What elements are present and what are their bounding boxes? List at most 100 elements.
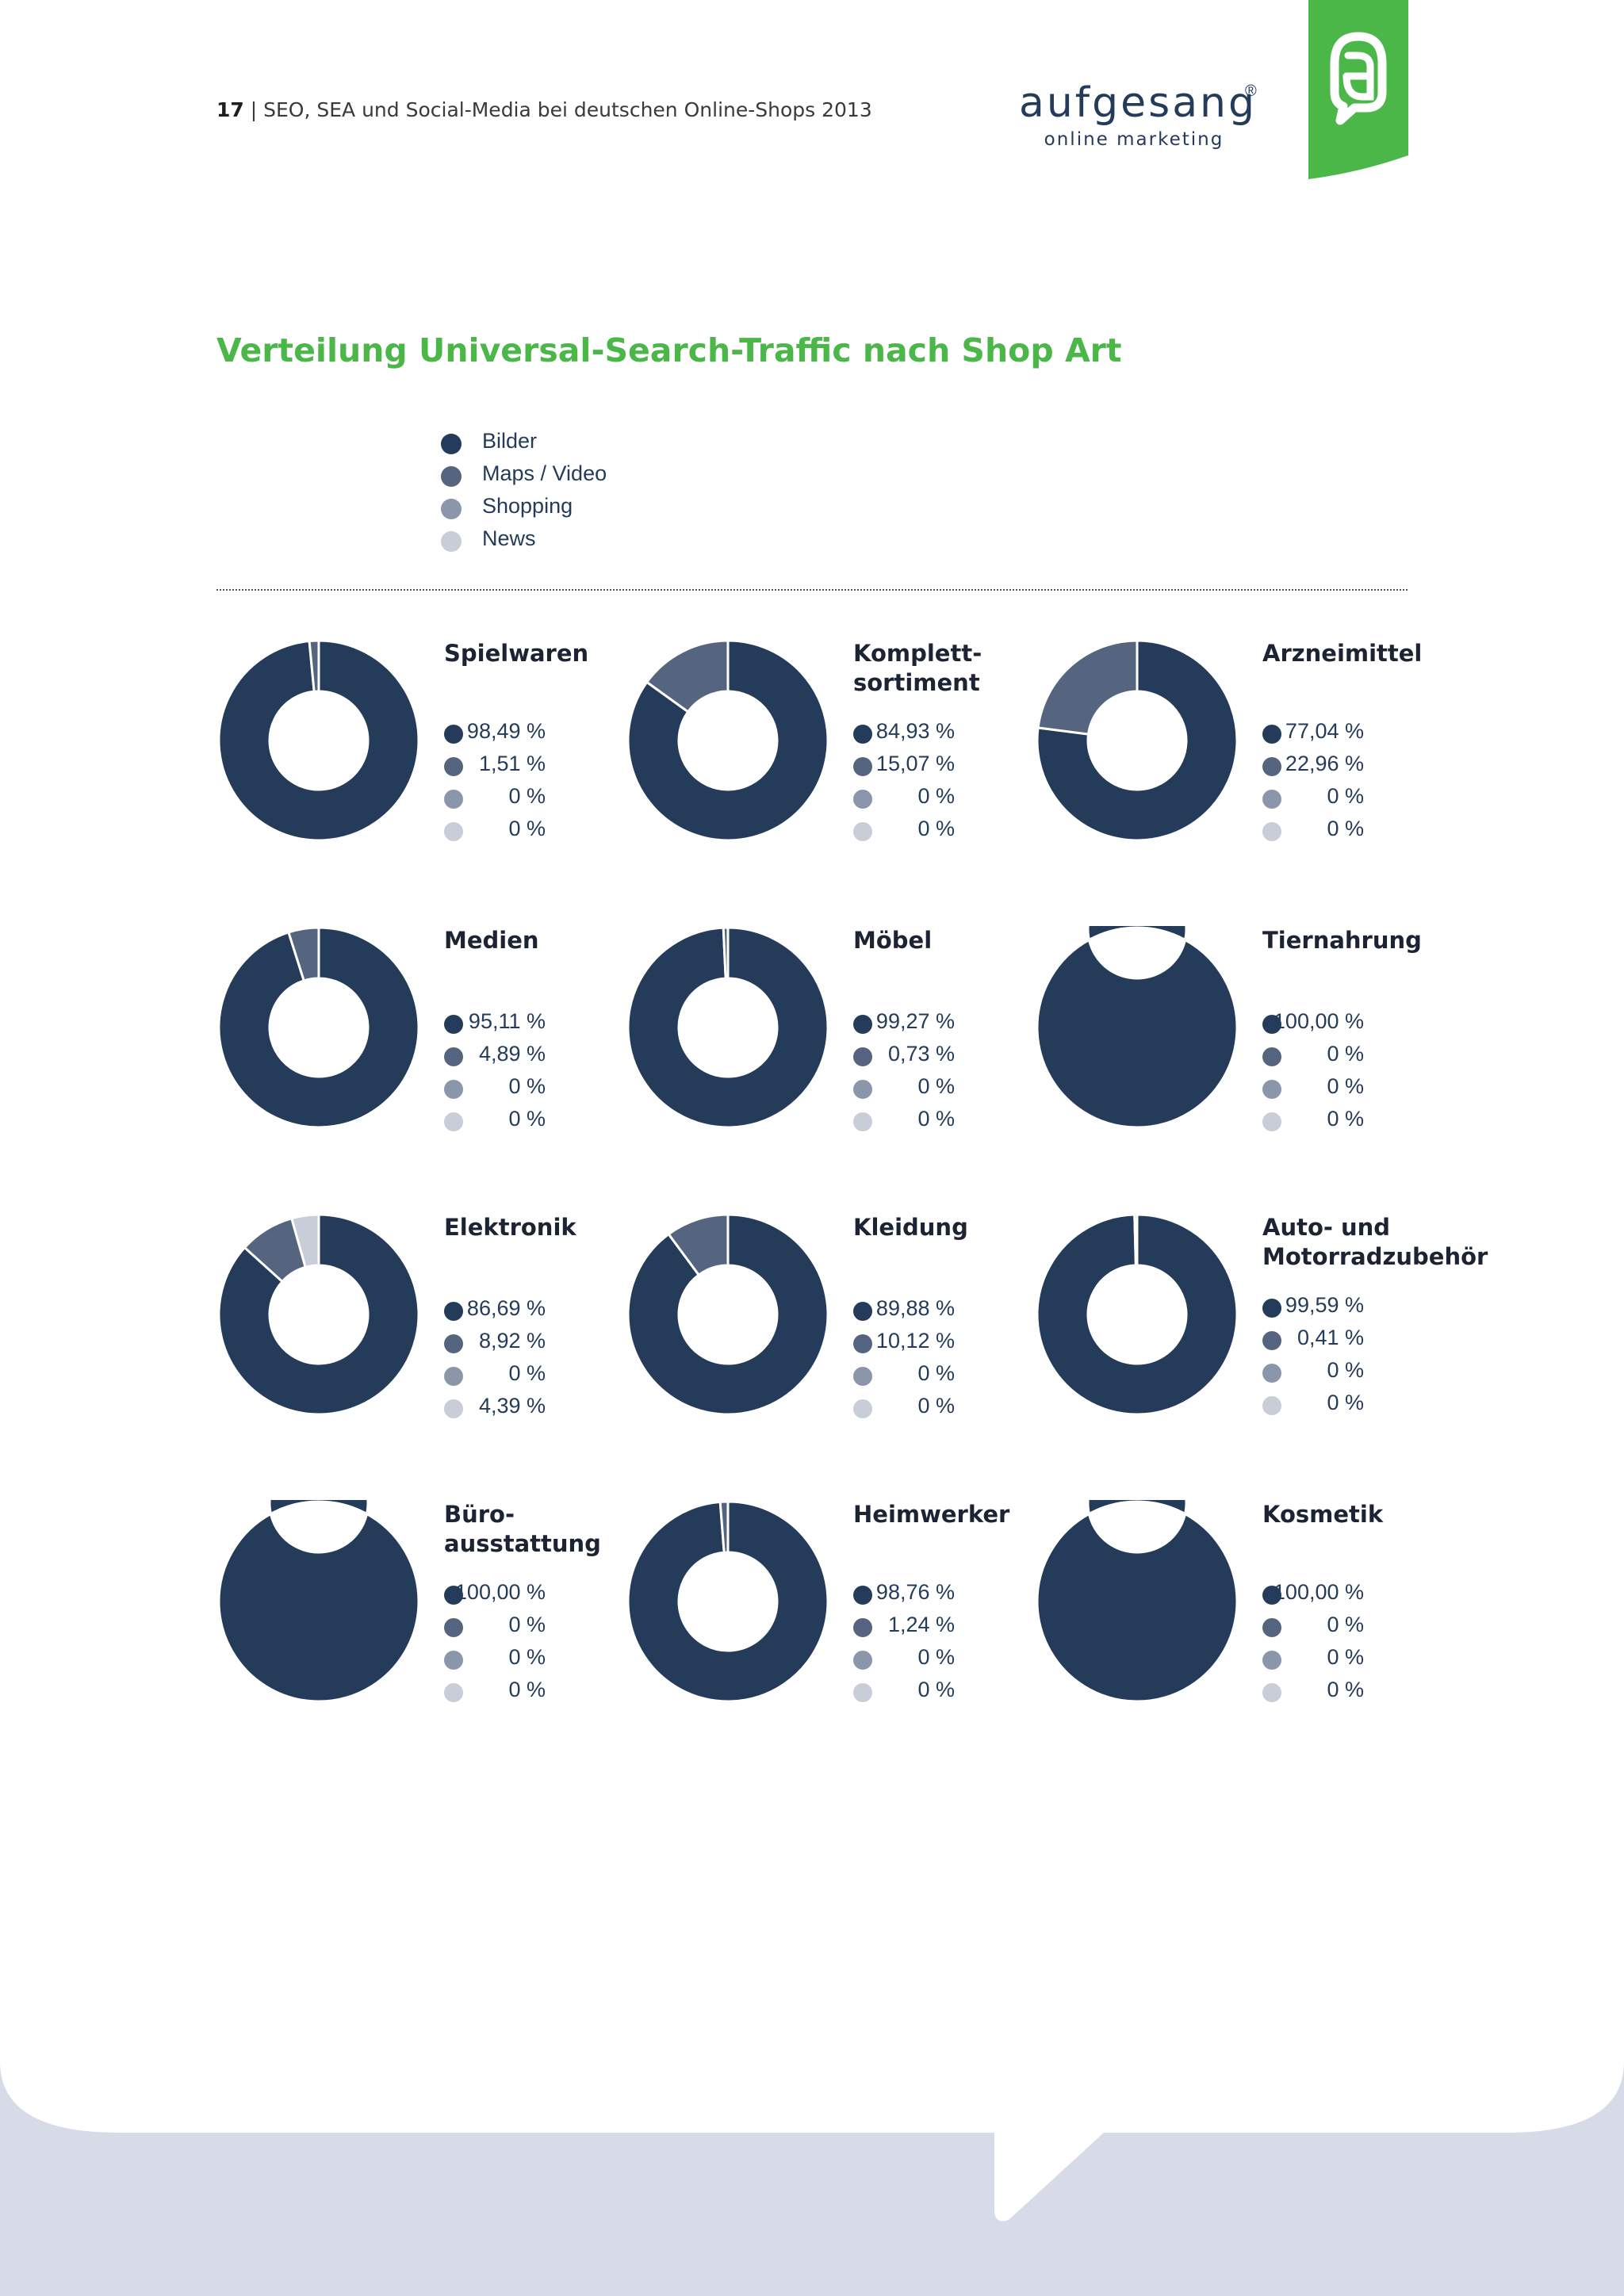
value-label: 0 % [508, 1107, 546, 1131]
value-swatch [444, 1399, 463, 1418]
panel-title: Heimwerker [853, 1501, 1010, 1528]
value-swatch [444, 790, 463, 809]
value-label: 0 % [1327, 1074, 1364, 1098]
value-swatch [1262, 1112, 1281, 1131]
value-row: 0 % [444, 1359, 603, 1391]
value-label: 86,69 % [466, 1296, 546, 1320]
value-row: 0 % [1262, 1643, 1421, 1675]
donut-chart [217, 926, 420, 1129]
document-title: SEO, SEA und Social-Media bei deutschen … [263, 98, 872, 121]
value-label: 84,93 % [875, 719, 955, 743]
value-swatch [853, 1112, 872, 1131]
value-swatch [444, 1651, 463, 1670]
donut-slice [217, 639, 420, 842]
panel-title: Tiernahrung [1262, 927, 1422, 954]
value-label: 4,89 % [478, 1042, 546, 1066]
value-label: 10,12 % [875, 1329, 955, 1353]
value-swatch [1262, 1651, 1281, 1670]
donut-chart [1036, 1500, 1239, 1703]
value-label: 0 % [508, 1678, 546, 1701]
value-row: 0 % [444, 1643, 603, 1675]
value-label: 0 % [508, 1074, 546, 1098]
panel-value-list: 100,00 % 0 % 0 % 0 % [1262, 1578, 1421, 1708]
value-label: 0 % [1327, 1391, 1364, 1414]
value-swatch [444, 757, 463, 776]
value-swatch [1262, 757, 1281, 776]
value-swatch [444, 1334, 463, 1353]
value-swatch [853, 1586, 872, 1605]
legend-label: Maps / Video [482, 461, 607, 485]
donut-panel: Medien 95,11 % 4,89 % 0 % 0 % [217, 926, 614, 1164]
value-swatch [1262, 1015, 1281, 1034]
value-label: 0 % [508, 1361, 546, 1385]
panel-title: Elektronik [444, 1214, 576, 1241]
value-row: 10,12 % [853, 1326, 1012, 1359]
value-label: 0 % [1327, 1645, 1364, 1669]
value-row: 0 % [444, 1610, 603, 1643]
value-row: 0 % [1262, 1104, 1421, 1137]
donut-panel: Tiernahrung 100,00 % 0 % 0 % 0 % [1036, 926, 1432, 1164]
legend-swatch [441, 434, 462, 454]
value-row: 99,27 % [853, 1007, 1012, 1039]
value-swatch [1262, 1683, 1281, 1702]
value-row: 100,00 % [1262, 1578, 1421, 1610]
value-row: 0 % [444, 1104, 603, 1137]
brand-tab-icon [1308, 0, 1408, 179]
donut-slice [626, 926, 829, 1129]
panel-value-list: 84,93 % 15,07 % 0 % 0 % [853, 717, 1012, 847]
value-label: 0 % [1327, 1107, 1364, 1131]
value-row: 100,00 % [1262, 1007, 1421, 1039]
value-row: 84,93 % [853, 717, 1012, 749]
value-row: 0 % [1262, 1039, 1421, 1072]
donut-slice [1036, 639, 1239, 842]
value-row: 0 % [444, 1072, 603, 1104]
value-swatch [444, 822, 463, 841]
value-row: 1,24 % [853, 1610, 1012, 1643]
value-swatch [444, 1015, 463, 1034]
value-label: 4,39 % [478, 1394, 546, 1418]
panel-title: Spielwaren [444, 640, 589, 667]
donut-chart [217, 1213, 420, 1416]
page-header: 17 | SEO, SEA und Social-Media bei deuts… [216, 98, 872, 121]
donut-panel: Komplett- sortiment 84,93 % 15,07 % 0 % 0 % [626, 639, 1023, 877]
value-row: 22,96 % [1262, 749, 1421, 782]
donut-panel: Elektronik 86,69 % 8,92 % 0 % 4,39 % [217, 1213, 614, 1451]
value-swatch [853, 757, 872, 776]
donut-chart [1036, 926, 1239, 1129]
value-label: 0,73 % [887, 1042, 955, 1066]
donut-chart [217, 1500, 420, 1703]
value-row: 0 % [444, 782, 603, 814]
value-label: 100,00 % [1273, 1580, 1364, 1604]
value-row: 0 % [853, 1104, 1012, 1137]
value-swatch [853, 1618, 872, 1637]
panel-title: Möbel [853, 927, 933, 954]
value-label: 0 % [917, 1107, 955, 1131]
donut-slice [1036, 926, 1239, 1129]
value-label: 0 % [508, 817, 546, 840]
donut-slice [243, 1216, 307, 1284]
value-label: 0 % [917, 784, 955, 808]
value-row: 0 % [853, 1359, 1012, 1391]
value-swatch [1262, 1618, 1281, 1637]
value-label: 98,49 % [466, 719, 546, 743]
value-label: 0 % [1327, 1678, 1364, 1701]
logo-wordmark: aufgesang [1018, 79, 1258, 127]
value-label: 0,41 % [1297, 1326, 1364, 1349]
donut-chart [626, 926, 829, 1129]
chart-title: Verteilung Universal-Search-Traffic nach… [216, 331, 1122, 369]
page-number: 17 [216, 98, 244, 121]
logo-registered-mark: ® [1245, 82, 1257, 100]
value-row: 0 % [444, 814, 603, 847]
panel-title: Kosmetik [1262, 1501, 1384, 1528]
value-row: 0 % [1262, 1072, 1421, 1104]
donut-slice [1036, 639, 1139, 736]
value-swatch [853, 1047, 872, 1066]
donut-panel: Kosmetik 100,00 % 0 % 0 % 0 % [1036, 1500, 1432, 1738]
value-row: 0 % [853, 1391, 1012, 1424]
value-swatch [1262, 1047, 1281, 1066]
value-row: 0 % [1262, 1610, 1421, 1643]
value-swatch [853, 1683, 872, 1702]
donut-slice [217, 1500, 420, 1703]
donut-slice [217, 1213, 420, 1416]
value-row: 89,88 % [853, 1294, 1012, 1326]
